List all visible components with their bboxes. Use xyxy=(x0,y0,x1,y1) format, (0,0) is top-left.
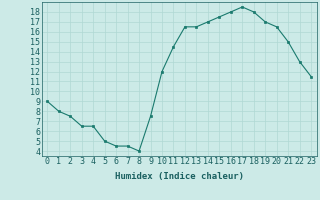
X-axis label: Humidex (Indice chaleur): Humidex (Indice chaleur) xyxy=(115,172,244,181)
